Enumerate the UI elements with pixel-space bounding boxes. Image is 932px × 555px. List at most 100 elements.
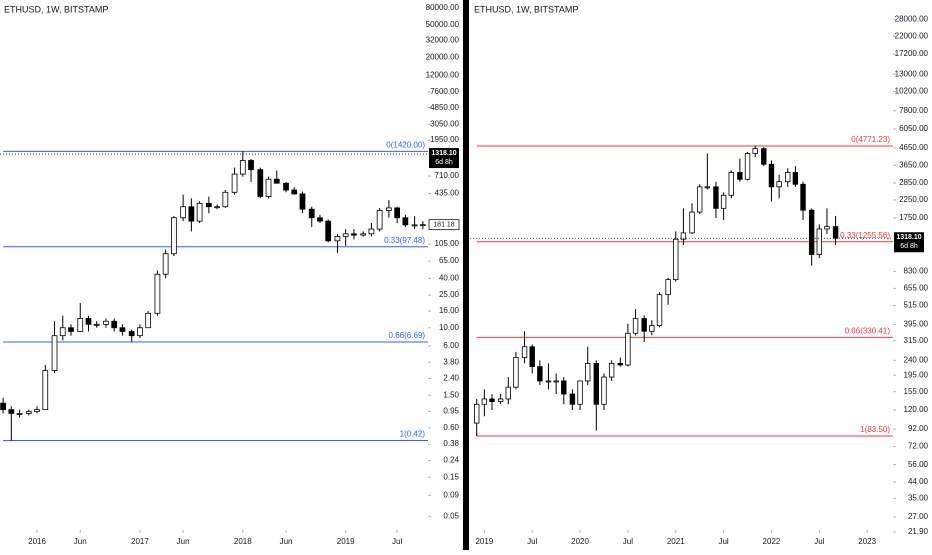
last-price-label: 1318.10 [896, 234, 921, 241]
candle-body [25, 411, 32, 414]
x-tick-label: 2019 [337, 537, 355, 546]
candle-body [808, 209, 815, 255]
candle-body [180, 206, 187, 219]
candle-body [394, 207, 401, 219]
candle-body [593, 362, 600, 405]
y-tick-label: 56.00 [908, 460, 929, 469]
y-tick-label: 3050.00 [430, 119, 459, 128]
candle-body [325, 220, 332, 242]
x-tick-label: Jul [527, 537, 537, 546]
y-tick-label: 6.00 [443, 341, 459, 350]
candle-body [641, 318, 647, 332]
candle-body [291, 189, 298, 195]
candle-body [474, 403, 480, 424]
candle-body [737, 172, 743, 180]
fib-level-label: 0.66(330.41) [845, 327, 891, 336]
y-tick-label: 0.09 [443, 490, 459, 499]
candle-body [744, 153, 751, 180]
candle-body [419, 224, 426, 227]
candle-body [196, 202, 203, 222]
x-tick-label: Jun [280, 537, 293, 546]
x-tick-label: Jul [814, 537, 824, 546]
y-tick-label: 12000.00 [426, 71, 460, 80]
candle-body [368, 228, 375, 235]
x-tick-label: 2023 [858, 537, 876, 546]
countdown-label: 6d 8h [900, 243, 918, 250]
candle-body [505, 386, 511, 400]
candle-body [334, 236, 341, 242]
candle-body [728, 172, 734, 196]
candle-body [617, 362, 623, 366]
y-tick-label: 240.00 [904, 355, 929, 364]
y-tick-label: 0.24 [443, 456, 459, 465]
candle-body [34, 409, 40, 412]
x-tick-label: 2017 [131, 537, 149, 546]
candle-body [299, 193, 306, 210]
y-tick-label: 25.00 [439, 290, 460, 299]
candle-body [785, 172, 791, 183]
candle-body [513, 357, 519, 388]
candle-body [119, 327, 126, 332]
x-tick-label: Jul [718, 537, 728, 546]
y-tick-label: 16.00 [439, 306, 460, 315]
candle-body [137, 327, 143, 337]
last-price-box [894, 232, 924, 253]
candle-body [8, 409, 15, 414]
candle-body [16, 413, 23, 415]
y-tick-label: 105.00 [435, 239, 460, 248]
y-tick-label: 0.60 [443, 423, 459, 432]
candle-body [342, 233, 349, 237]
y-tick-label: 3650.00 [899, 160, 928, 169]
candle-body [351, 233, 357, 236]
candle-body [283, 182, 289, 191]
candle-body [231, 173, 238, 193]
y-tick-label: 44.00 [908, 477, 929, 486]
y-tick-label: 17200.00 [895, 49, 929, 58]
x-tick-label: Jun [74, 537, 87, 546]
candle-body [42, 370, 49, 411]
y-tick-label: 395.00 [904, 320, 929, 329]
last-price-label: 1318.10 [431, 150, 456, 157]
candle-body [188, 206, 195, 222]
y-tick-label: 20000.00 [426, 52, 460, 61]
y-tick-label: 4650.00 [899, 143, 928, 152]
y-tick-label: 7600.00 [430, 87, 459, 96]
candle-body [497, 398, 504, 402]
candle-body [553, 380, 559, 383]
candle-body [111, 320, 118, 329]
candle-body [171, 217, 177, 255]
candle-body [601, 376, 607, 405]
fib-level-label: 0(4771.23) [851, 135, 890, 144]
candle-body [632, 318, 639, 334]
candle-body [816, 228, 823, 255]
y-tick-label: 155.00 [904, 387, 929, 396]
fib-level-label: 1(0.42) [400, 430, 426, 439]
y-tick-label: 315.00 [904, 336, 929, 345]
candle-body [308, 208, 315, 219]
fib-level-label: 0.66(6.69) [389, 331, 426, 340]
x-tick-label: 2020 [571, 537, 589, 546]
candle-body [824, 226, 830, 230]
candle-body [625, 332, 631, 366]
y-tick-label: 0.05 [443, 511, 459, 520]
candle-body [128, 331, 135, 337]
candle-body [273, 178, 280, 184]
y-tick-label: 195.00 [904, 370, 929, 379]
candle-body [689, 211, 695, 234]
price-marker-box [428, 219, 460, 231]
x-tick-label: Jul [392, 537, 402, 546]
y-tick-label: 92.00 [908, 424, 929, 433]
candle-body [713, 186, 719, 209]
y-tick-label: 0.95 [443, 407, 459, 416]
candle-body [800, 183, 806, 211]
y-tick-label: 435.00 [435, 189, 460, 198]
fib-level-label: 0.33(1255.56) [840, 231, 890, 240]
y-tick-label: 0.38 [443, 439, 459, 448]
fib-level-label: 0.33(97.48) [384, 236, 425, 245]
candle-body [68, 327, 74, 332]
y-tick-label: 655.00 [904, 283, 929, 292]
chart-panel: ETHUSD, 1W, BITSTAMP 28000.00 22000.00 1720… [470, 4, 929, 546]
last-price-box [429, 148, 459, 169]
y-tick-label: 80000.00 [426, 3, 460, 12]
y-tick-label: 830.00 [904, 267, 929, 276]
